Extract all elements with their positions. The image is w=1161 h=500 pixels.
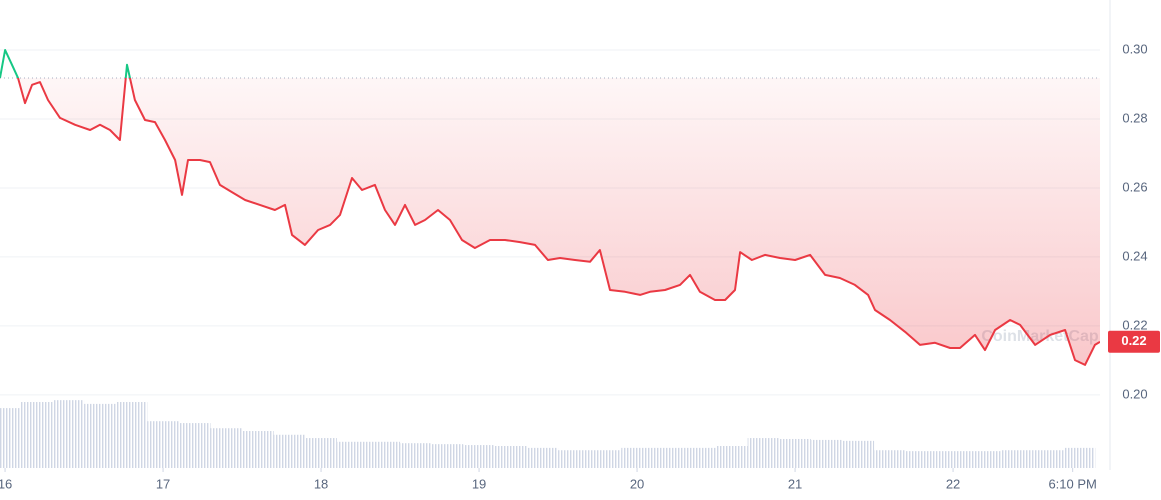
volume-bar: [779, 438, 811, 468]
y-tick-label: 0.28: [1122, 110, 1147, 125]
x-tick-label: 6:10 PM: [1048, 476, 1096, 491]
x-tick-label: 17: [156, 476, 170, 491]
volume-bar: [968, 451, 1001, 468]
volume-bar: [874, 450, 906, 468]
volume-bar: [652, 447, 685, 468]
y-tick-label: 0.24: [1122, 248, 1147, 263]
price-area: [18, 77, 1100, 365]
volume-bar: [558, 450, 590, 468]
last-price-label: 0.22: [1121, 333, 1146, 348]
volume-bar: [494, 446, 527, 468]
volume-bar: [115, 402, 148, 468]
volume-bar: [1032, 450, 1064, 468]
volume-bar: [147, 421, 179, 468]
volume-bar: [273, 434, 306, 468]
last-price-tag: [1108, 330, 1160, 353]
volume-bar: [810, 439, 843, 468]
x-tick-label: 18: [314, 476, 328, 491]
price-line-below: [0, 77, 1100, 366]
volume-bar: [621, 447, 653, 468]
volume-bar: [1063, 447, 1096, 468]
volume-bar: [400, 443, 432, 468]
volume-bar: [242, 431, 274, 468]
volume-bar: [431, 444, 464, 468]
x-tick-label: 22: [946, 476, 960, 491]
volume-bar: [178, 423, 211, 468]
volume-bar: [0, 408, 21, 468]
volume-bar: [305, 438, 337, 468]
y-tick-label: 0.26: [1122, 179, 1147, 194]
volume-bar: [463, 445, 495, 468]
volume-bar: [937, 451, 969, 468]
volume-bar: [336, 441, 369, 468]
x-tick-label: 16: [0, 476, 12, 491]
x-tick-label: 20: [630, 476, 644, 491]
volume-bar: [905, 451, 938, 468]
volume-bar: [20, 402, 53, 468]
volume-bar: [1000, 450, 1033, 468]
y-tick-label: 0.20: [1122, 386, 1147, 401]
x-tick-label: 21: [788, 476, 802, 491]
volume-bar: [716, 446, 748, 468]
y-tick-label: 0.30: [1122, 41, 1147, 56]
volume-bar: [684, 447, 717, 468]
x-tick-label: 19: [472, 476, 486, 491]
volume-bar: [589, 450, 622, 468]
volume-bar: [842, 440, 875, 468]
volume-bar: [368, 441, 401, 468]
y-tick-label: 0.22: [1122, 317, 1147, 332]
volume-bar: [747, 438, 780, 468]
volume-bar: [52, 400, 85, 468]
volume-bar: [84, 403, 116, 468]
volume-bar: [526, 447, 559, 468]
volume-bar: [210, 428, 243, 468]
